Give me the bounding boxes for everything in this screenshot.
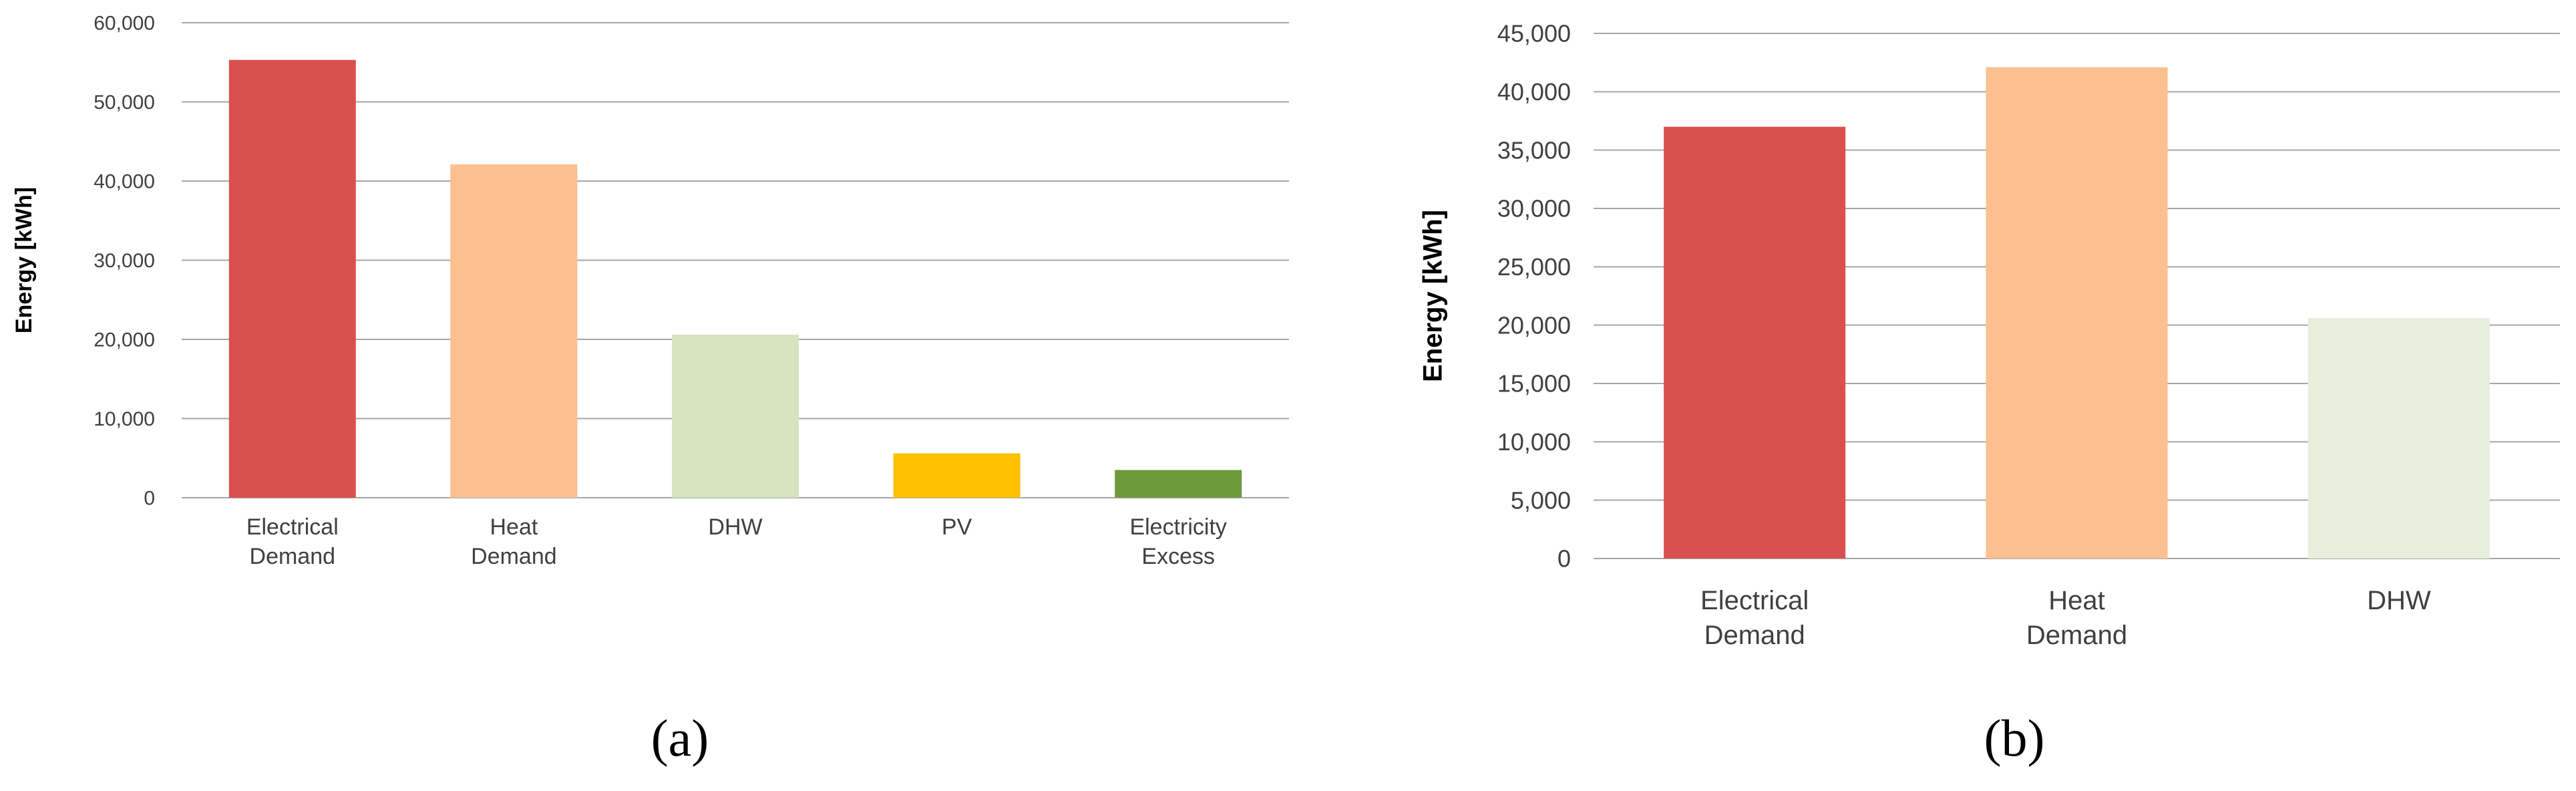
y-tick-label: 40,000 bbox=[1497, 78, 1571, 106]
x-tick-label: Heat Demand bbox=[2026, 586, 2127, 650]
y-tick-label: 50,000 bbox=[94, 92, 155, 114]
y-axis-label: Energy [kWh] bbox=[11, 187, 37, 333]
y-tick-label: 45,000 bbox=[1497, 20, 1571, 47]
panel-label-b: (b) bbox=[1984, 709, 2045, 767]
y-tick-label: 35,000 bbox=[1497, 136, 1571, 164]
y-tick-label: 5,000 bbox=[1511, 486, 1571, 514]
panel-label-a: (a) bbox=[651, 709, 709, 767]
bar bbox=[893, 453, 1021, 498]
bar bbox=[1664, 126, 1846, 559]
x-tick-label: DHW bbox=[2367, 586, 2431, 615]
y-tick-label: 25,000 bbox=[1497, 253, 1571, 281]
bar bbox=[2308, 318, 2490, 559]
bar bbox=[1115, 470, 1242, 498]
y-tick-label: 20,000 bbox=[94, 329, 155, 351]
y-tick-label: 30,000 bbox=[1497, 195, 1571, 222]
y-tick-label: 0 bbox=[144, 488, 155, 510]
bar bbox=[1986, 67, 2168, 559]
y-tick-label: 60,000 bbox=[94, 13, 155, 35]
y-tick-label: 20,000 bbox=[1497, 311, 1571, 339]
y-tick-label: 30,000 bbox=[94, 250, 155, 272]
y-axis-label: Energy [kWh] bbox=[1419, 210, 1448, 382]
y-tick-label: 15,000 bbox=[1497, 370, 1571, 398]
bar bbox=[450, 164, 578, 498]
y-tick-label: 40,000 bbox=[94, 171, 155, 193]
x-tick-label: DHW bbox=[708, 514, 762, 540]
x-tick-label: Electrical Demand bbox=[1700, 586, 1809, 650]
bar bbox=[228, 59, 356, 498]
bar bbox=[672, 334, 799, 498]
y-tick-label: 10,000 bbox=[94, 408, 155, 430]
x-tick-label: Heat Demand bbox=[471, 514, 557, 569]
x-tick-label: PV bbox=[942, 514, 972, 540]
y-tick-label: 0 bbox=[1557, 545, 1571, 573]
x-tick-label: Electrical Demand bbox=[246, 514, 339, 569]
y-tick-label: 10,000 bbox=[1497, 428, 1571, 456]
x-tick-label: Electricity Excess bbox=[1129, 514, 1226, 569]
